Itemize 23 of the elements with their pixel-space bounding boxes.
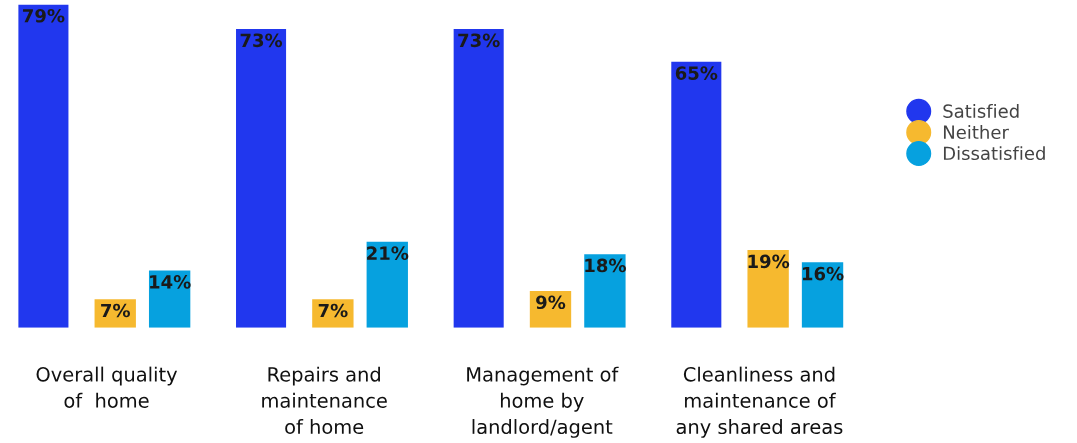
- x-tick-label: Repairs and maintenance of home: [262, 366, 387, 435]
- x-tick-label: Overall quality of home: [36, 366, 178, 408]
- x-tick-label: Cleanliness and maintenance of any shared areas: [676, 366, 843, 438]
- legend-label: Neither: [943, 125, 1009, 140]
- data-label: 79%: [23, 8, 65, 23]
- data-label: 73%: [240, 33, 283, 48]
- data-label: 18%: [585, 258, 626, 273]
- bar: [747, 250, 789, 328]
- legend-label: Satisfied: [943, 103, 1019, 118]
- x-tick-label: Management of home by landlord/agent: [467, 366, 619, 438]
- data-label: 73%: [458, 33, 500, 48]
- legend-label: Dissatisfied: [943, 146, 1045, 161]
- data-label: 7%: [101, 303, 130, 318]
- bar: [671, 61, 722, 328]
- bar: [18, 4, 69, 328]
- bar: [584, 254, 626, 328]
- data-label: 9%: [536, 295, 566, 310]
- data-label: 7%: [318, 303, 348, 318]
- data-label: 65%: [675, 66, 718, 80]
- bar: [236, 28, 287, 328]
- bar: [366, 241, 408, 328]
- data-label: 19%: [748, 254, 790, 269]
- bar: [453, 28, 504, 328]
